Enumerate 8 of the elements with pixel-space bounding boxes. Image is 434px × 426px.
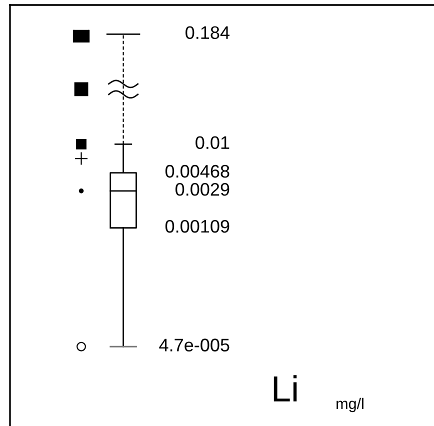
data-label: 0.184	[186, 26, 230, 40]
text: Li	[274, 375, 297, 402]
data-label: 0.01	[196, 136, 230, 150]
data-label: 0.0029	[176, 182, 230, 196]
data-label: 0.00468	[165, 164, 230, 178]
data-label: 0.00109	[165, 220, 230, 233]
text: mg/l	[336, 398, 364, 412]
data-label: 4.7e-005	[159, 338, 230, 352]
